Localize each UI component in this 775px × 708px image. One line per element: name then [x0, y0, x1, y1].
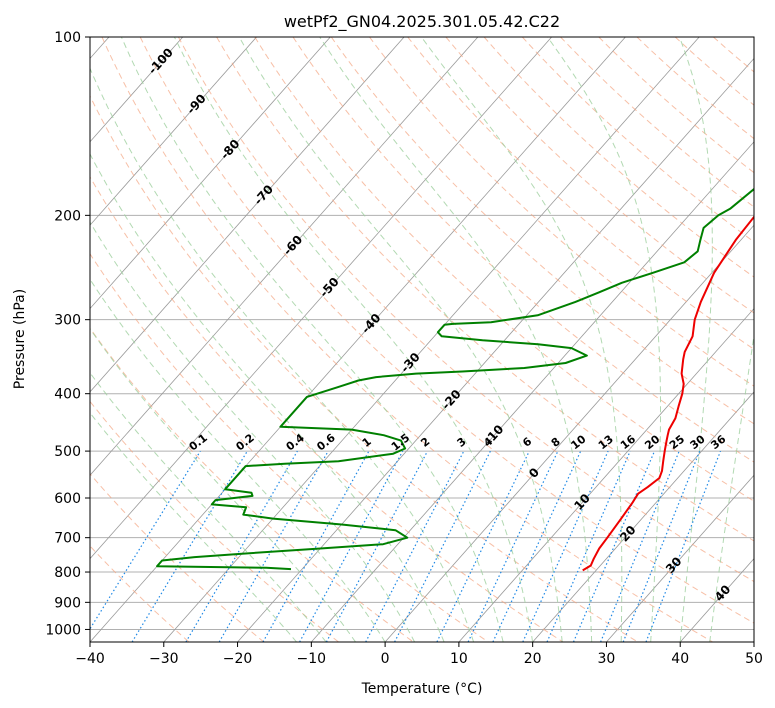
y-tick-label: 500 [54, 444, 81, 460]
moist-adiabat-line [319, 37, 593, 642]
dry-adiabat-line [90, 175, 564, 642]
isotherm-line [237, 57, 754, 642]
moist-adiabat-line [547, 37, 661, 642]
dry-adiabat-line [216, 37, 754, 542]
mixing-ratio-line [90, 450, 201, 630]
moist-adiabat-line [90, 412, 297, 642]
x-tick-label: 40 [671, 651, 689, 667]
isotherm-line [606, 474, 754, 642]
y-axis-label: Pressure (hPa) [12, 289, 28, 389]
isotherm-line [90, 37, 257, 226]
moist-adiabat-line [90, 67, 475, 642]
dewpoint-profile-line [156, 187, 754, 571]
moist-adiabat-line [709, 332, 754, 642]
mixing-ratio-line [262, 450, 370, 642]
isotherm-line [90, 37, 184, 143]
mixing-ratio-line [436, 450, 530, 642]
x-axis-label: Temperature (°C) [361, 681, 483, 697]
isotherm-line [311, 141, 754, 642]
y-tick-label: 1000 [45, 622, 81, 638]
dry-adiabat-line [90, 252, 489, 642]
moist-adiabat-line [173, 37, 534, 642]
x-tick-label: 30 [598, 651, 616, 667]
dry-adiabat-line [90, 94, 639, 642]
dry-adiabat-line [483, 37, 754, 278]
dry-adiabat-line [139, 37, 754, 624]
isotherm-line [90, 37, 626, 642]
x-tick-label: −40 [75, 651, 105, 667]
y-tick-label: 700 [54, 531, 81, 547]
dry-adiabat-line [101, 37, 713, 642]
moist-adiabat-line [90, 278, 386, 642]
isotherm-line [90, 37, 405, 393]
mixing-ratio-line [600, 450, 680, 642]
dry-adiabat-line [636, 37, 754, 140]
mixing-ratio-line [572, 450, 656, 642]
dry-adiabat-line [598, 37, 754, 174]
moist-adiabat-line [120, 37, 504, 642]
dry-adiabat-line [90, 400, 339, 642]
isotherm-line [753, 641, 754, 642]
y-tick-label: 400 [54, 387, 81, 403]
moist-adiabat-line [420, 37, 623, 642]
x-tick-label: −20 [223, 651, 253, 667]
x-tick-label: 0 [381, 651, 390, 667]
moist-adiabat-line [90, 153, 445, 642]
mixing-ratio-line [218, 450, 329, 642]
isotherm-line [90, 37, 331, 310]
moist-adiabat-line [90, 221, 416, 642]
moist-adiabat-line [679, 37, 713, 642]
y-tick-label: 900 [54, 595, 81, 611]
mixing-ratio-line [467, 450, 559, 642]
x-tick-label: −10 [297, 651, 327, 667]
profile-series [156, 187, 754, 572]
mixing-ratio-line [185, 450, 298, 642]
y-tick-label: 300 [54, 313, 81, 329]
x-tick-label: 10 [450, 651, 468, 667]
x-tick-label: 20 [524, 651, 542, 667]
dry-adiabat-line [369, 37, 754, 387]
moist-adiabat-line [90, 328, 357, 642]
moist-adiabat-line [90, 372, 327, 642]
dry-adiabat-line [521, 37, 754, 243]
isotherm-line [384, 224, 754, 642]
dry-adiabat-line [90, 327, 414, 642]
x-tick-label: −30 [149, 651, 179, 667]
dry-adiabat-line [292, 37, 754, 463]
chart-title: wetPf2_GN04.2025.301.05.42.C22 [284, 12, 560, 32]
y-tick-label: 600 [54, 491, 81, 507]
dry-adiabat-line [90, 473, 265, 642]
moist-adiabat-line [238, 37, 563, 642]
y-tick-label: 800 [54, 565, 81, 581]
mixing-ratio-line [492, 450, 582, 642]
axes: −40 −30 −20 −10 0 10 20 30 40 50 100 200 300 400 500 60… [45, 30, 763, 667]
plot-background [90, 37, 754, 642]
x-tick-label: 50 [745, 651, 763, 667]
mixing-ratio-line [325, 450, 429, 642]
dry-adiabat-line [254, 37, 754, 502]
reference-lines [90, 37, 754, 642]
isotherm-line [90, 37, 479, 476]
dry-adiabat-line [177, 37, 754, 583]
y-tick-label: 200 [54, 208, 81, 224]
y-tick-label: 100 [54, 30, 81, 46]
isotherm-line [90, 37, 552, 560]
mixing-ratio-line [131, 450, 248, 642]
temperature-profile-line [582, 215, 754, 572]
mixing-ratio-line [546, 450, 631, 642]
plot-frame [89, 36, 755, 643]
mixing-ratio-line [522, 450, 609, 642]
dry-adiabat-line [407, 37, 754, 350]
